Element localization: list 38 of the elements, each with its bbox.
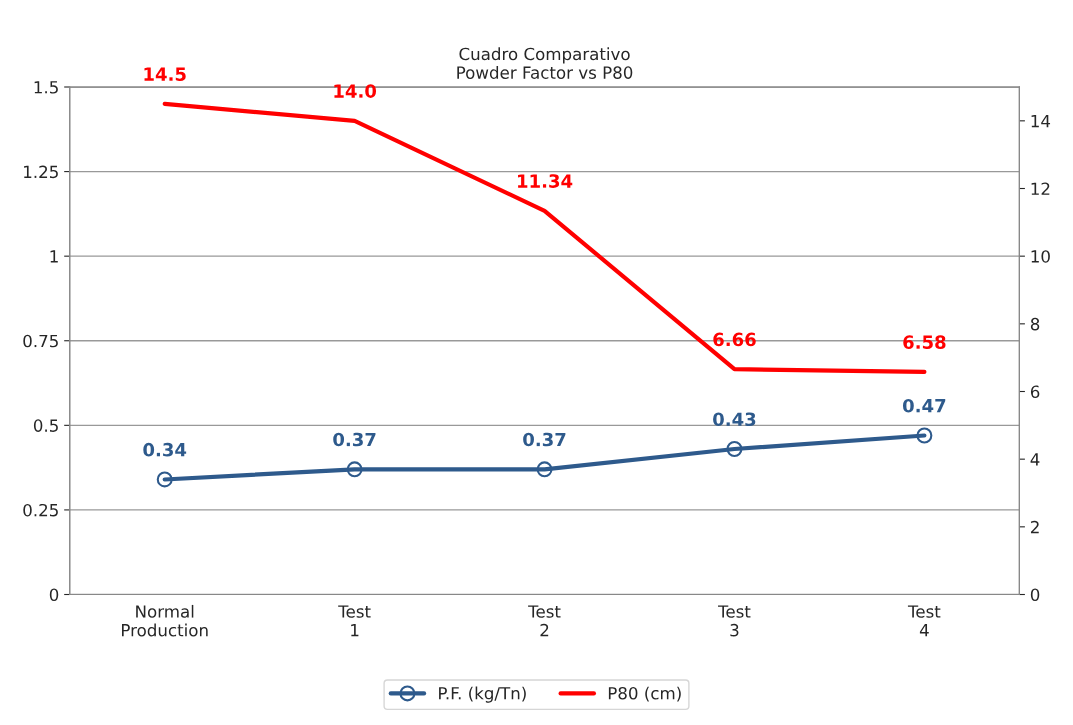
y2-tick-label: 2 — [1030, 520, 1039, 534]
point — [156, 471, 173, 488]
point — [346, 461, 363, 478]
data-label: 11.34 — [518, 174, 573, 188]
x-tick-label: Test 4 — [907, 605, 941, 637]
y2-tick-label: 14 — [1031, 115, 1051, 128]
y-tick-label: 0.5 — [33, 419, 58, 432]
y2-tick-label: 6 — [1030, 385, 1040, 399]
data-label: 0.47 — [902, 398, 946, 413]
y2-tick-label: 10 — [1031, 250, 1050, 263]
x-tick-label: Test 3 — [718, 605, 751, 637]
data-label: 6.66 — [713, 332, 756, 347]
legend-label: P80 (cm) — [608, 686, 681, 702]
x-tick-label: Test 1 — [338, 605, 371, 637]
y-tick-label: 0 — [49, 588, 59, 602]
point — [916, 427, 933, 444]
data-label: 0.37 — [333, 432, 376, 447]
y2-tick-label: 4 — [1030, 453, 1040, 466]
y-tick-label: 0.75 — [23, 334, 58, 348]
data-label: 0.37 — [523, 432, 566, 447]
legend-label: P.F. (kg/Tn) — [439, 686, 526, 703]
y-tick-label: 1.25 — [24, 165, 58, 179]
data-label: 14.0 — [334, 84, 377, 98]
point — [536, 461, 553, 478]
x-tick-label: Test 2 — [528, 605, 561, 637]
point — [726, 441, 743, 457]
y-tick-label: 0.25 — [23, 503, 58, 517]
y-tick-label: 1 — [50, 250, 58, 263]
y2-tick-label: 0 — [1030, 588, 1040, 602]
x-tick-label: Normal Production — [122, 604, 208, 637]
y2-tick-label: 12 — [1031, 182, 1050, 195]
data-label: 0.43 — [713, 412, 756, 427]
data-label: 6.58 — [903, 335, 946, 349]
y-tick-label: 1.5 — [34, 81, 58, 94]
y2-tick-label: 8 — [1030, 317, 1040, 331]
data-label: 0.34 — [143, 442, 187, 457]
data-label: 14.5 — [144, 67, 186, 81]
chart-title: Cuadro Comparativo Powder Factor vs P80 — [457, 47, 633, 79]
